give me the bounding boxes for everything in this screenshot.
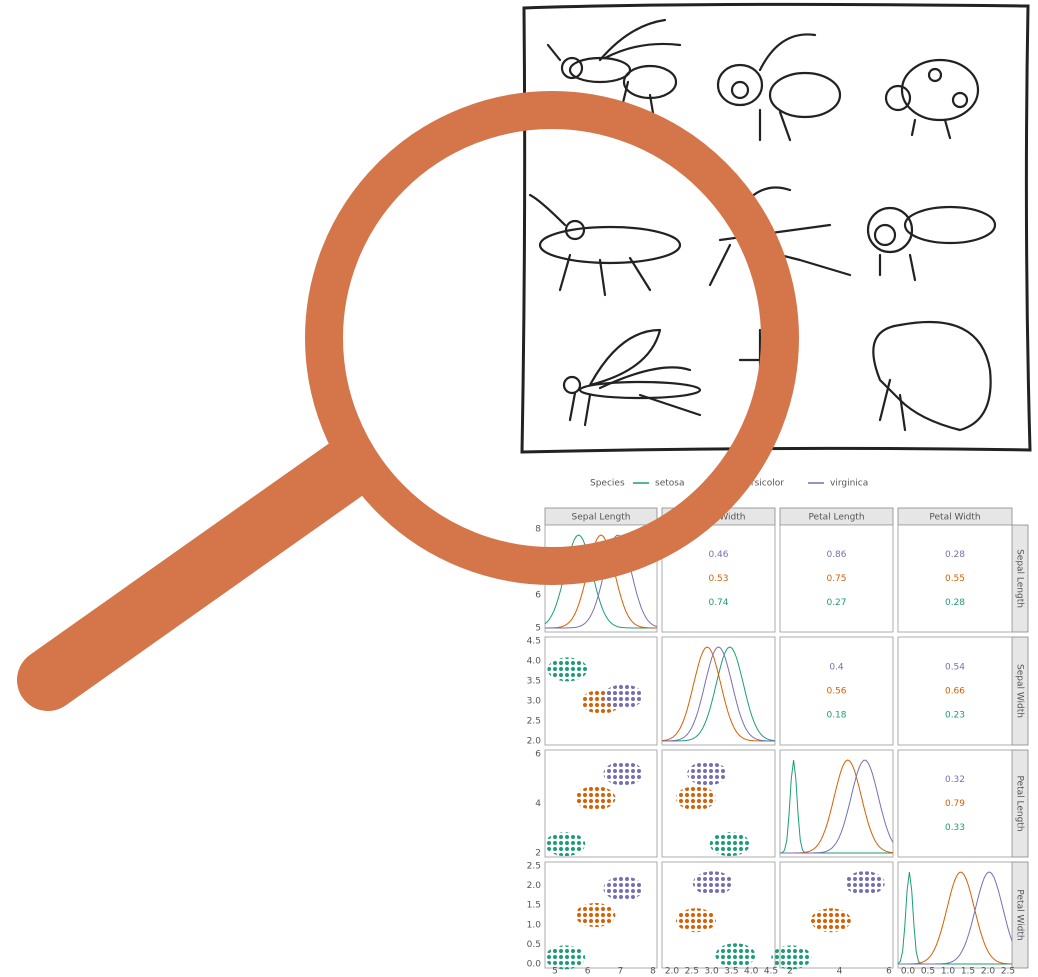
- correlation: 0.28: [945, 598, 965, 608]
- correlation: 0.46: [708, 550, 728, 560]
- x-tick-label: 2.0: [981, 967, 996, 977]
- correlation: 0.23: [945, 711, 965, 721]
- point-cluster: [603, 684, 643, 708]
- point-cluster: [575, 903, 615, 927]
- x-tick-label: 2.5: [1001, 967, 1015, 977]
- correlation: 0.79: [945, 799, 965, 809]
- x-tick-label: 1.5: [961, 967, 975, 977]
- strip-label: Petal Length: [808, 513, 864, 523]
- legend-label: virginica: [830, 479, 868, 489]
- point-cluster: [811, 908, 851, 932]
- point-cluster: [545, 832, 585, 856]
- x-tick-label: 5: [552, 967, 558, 977]
- correlation: 0.86: [826, 550, 846, 560]
- y-tick-label: 4.5: [527, 637, 541, 647]
- correlation: 0.74: [708, 598, 728, 608]
- y-tick-label: 6: [535, 750, 541, 760]
- correlation: 0.27: [826, 598, 846, 608]
- point-cluster: [845, 871, 885, 895]
- x-tick-label: 1.0: [941, 967, 956, 977]
- y-tick-label: 8: [535, 525, 541, 535]
- point-cluster: [547, 657, 587, 681]
- y-tick-label: 3.5: [527, 677, 541, 687]
- point-cluster: [676, 786, 716, 810]
- strip-label: Petal Width: [1015, 889, 1025, 940]
- point-cluster: [715, 943, 755, 967]
- y-tick-label: 4.0: [527, 657, 542, 667]
- correlation: 0.56: [826, 687, 846, 697]
- point-cluster: [710, 832, 750, 856]
- correlation: 0.4: [829, 663, 844, 673]
- x-tick-label: 0.0: [901, 967, 916, 977]
- point-cluster: [687, 762, 727, 786]
- point-cluster: [693, 871, 733, 895]
- correlation: 0.75: [826, 574, 846, 584]
- panel: [898, 862, 1012, 968]
- y-tick-label: 2.5: [527, 862, 541, 872]
- y-tick-label: 1.0: [527, 920, 542, 930]
- illustration: SpeciessetosaversicolorvirginicaSepal Le…: [0, 0, 1038, 977]
- y-tick-label: 6: [535, 591, 541, 601]
- strip-label: Sepal Width: [1015, 664, 1025, 718]
- legend-title: Species: [590, 479, 625, 489]
- y-tick-label: 4: [535, 799, 541, 809]
- x-tick-label: 6: [886, 967, 892, 977]
- x-tick-label: 4.5: [764, 967, 778, 977]
- strip-label: Petal Length: [1015, 775, 1025, 831]
- y-tick-label: 5: [535, 624, 541, 634]
- correlation: 0.53: [708, 574, 728, 584]
- point-cluster: [603, 877, 643, 901]
- y-tick-label: 1.5: [527, 901, 541, 911]
- point-cluster: [575, 786, 615, 810]
- correlation: 0.18: [826, 711, 846, 721]
- correlation: 0.55: [945, 574, 965, 584]
- legend-label: setosa: [655, 479, 684, 489]
- x-tick-label: 4: [837, 967, 843, 977]
- x-tick-label: 2.0: [665, 967, 680, 977]
- strip-label: Sepal Length: [1015, 549, 1025, 608]
- x-tick-label: 0.5: [921, 967, 935, 977]
- x-tick-label: 6: [585, 967, 591, 977]
- y-tick-label: 2.0: [527, 737, 542, 747]
- correlation: 0.54: [945, 663, 965, 673]
- y-tick-label: 2: [535, 849, 541, 859]
- y-tick-label: 0.0: [527, 960, 542, 970]
- x-tick-label: 2.5: [685, 967, 699, 977]
- y-tick-label: 2.5: [527, 717, 541, 727]
- x-tick-label: 4.0: [744, 967, 759, 977]
- x-tick-label: 3.0: [704, 967, 719, 977]
- correlation: 0.32: [945, 775, 965, 785]
- correlation: 0.28: [945, 550, 965, 560]
- strip-label: Sepal Length: [572, 513, 631, 523]
- y-tick-label: 3.0: [527, 697, 542, 707]
- correlation: 0.66: [945, 687, 965, 697]
- strip-label: Petal Width: [929, 513, 980, 523]
- y-tick-label: 2.0: [527, 881, 542, 891]
- x-tick-label: 2: [787, 967, 793, 977]
- point-cluster: [676, 908, 716, 932]
- panel: [662, 637, 775, 745]
- x-tick-label: 7: [617, 967, 623, 977]
- y-tick-label: 0.5: [527, 940, 541, 950]
- x-tick-label: 8: [650, 967, 656, 977]
- correlation: 0.33: [945, 823, 965, 833]
- point-cluster: [603, 762, 643, 786]
- x-tick-label: 3.5: [724, 967, 738, 977]
